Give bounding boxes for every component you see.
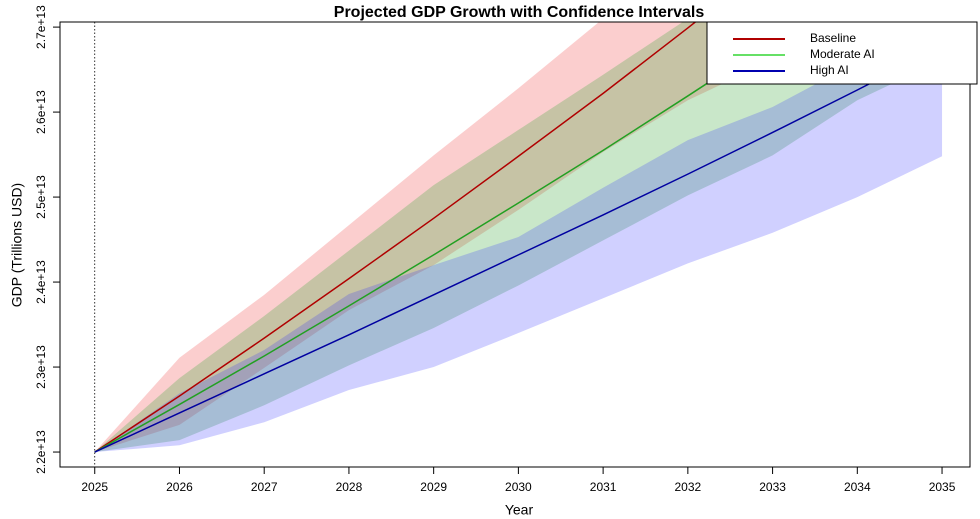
x-tick-label: 2032 xyxy=(674,480,701,494)
x-tick-label: 2031 xyxy=(590,480,617,494)
confidence-band xyxy=(94,22,943,453)
x-tick-label: 2030 xyxy=(505,480,532,494)
x-tick-label: 2026 xyxy=(166,480,193,494)
confidence-band xyxy=(94,22,838,453)
series-line xyxy=(94,22,697,453)
y-tick-label: 2.3e+13 xyxy=(34,345,48,389)
x-tick-label: 2035 xyxy=(929,480,956,494)
x-tick-label: 2027 xyxy=(251,480,278,494)
y-tick-label: 2.7e+13 xyxy=(34,5,48,49)
legend-label: Moderate AI xyxy=(810,47,875,61)
x-tick-label: 2033 xyxy=(759,480,786,494)
confidence-band xyxy=(94,22,943,453)
plot-area xyxy=(94,22,943,467)
series-line xyxy=(94,45,943,453)
y-tick-label: 2.4e+13 xyxy=(34,260,48,304)
y-tick-label: 2.2e+13 xyxy=(34,430,48,474)
legend-box xyxy=(706,21,978,85)
legend-label: High AI xyxy=(810,63,849,77)
y-axis-title: GDP (Trillions USD) xyxy=(9,183,25,307)
y-tick-label: 2.5e+13 xyxy=(34,175,48,219)
legend: Baseline Moderate AI High AI xyxy=(706,21,978,85)
chart-title: Projected GDP Growth with Confidence Int… xyxy=(334,4,705,21)
x-axis-title: Year xyxy=(505,502,534,518)
x-tick-label: 2025 xyxy=(81,480,108,494)
x-tick-label: 2029 xyxy=(420,480,447,494)
x-tick-label: 2034 xyxy=(844,480,871,494)
y-tick-label: 2.6e+13 xyxy=(34,90,48,134)
series-line xyxy=(94,22,803,453)
plot-frame xyxy=(59,21,971,468)
x-tick-label: 2028 xyxy=(336,480,363,494)
legend-label: Baseline xyxy=(810,31,856,45)
